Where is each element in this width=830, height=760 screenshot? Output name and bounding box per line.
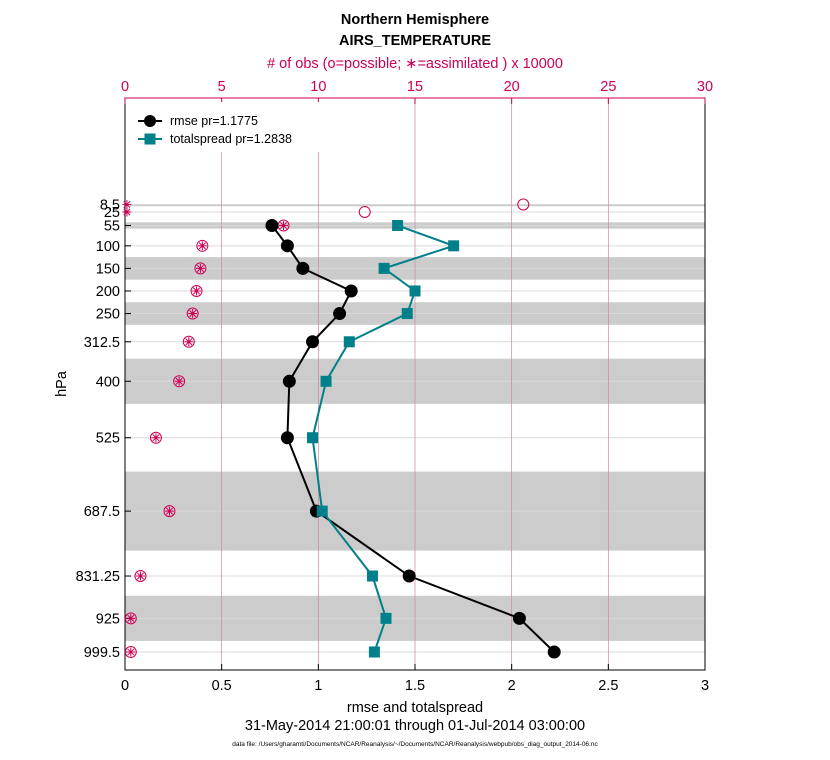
legend-spread-label: totalspread pr=1.2838 [170, 132, 292, 146]
totalspread-point-0 [392, 219, 404, 231]
obs-assimilated-marker-5 [192, 286, 202, 296]
obs-possible-marker-7 [182, 335, 195, 348]
legend-spread-marker [144, 133, 156, 145]
totalspread-point-1 [448, 240, 460, 252]
obs-assimilated-marker-7 [184, 337, 194, 347]
legend: rmse pr=1.1775 totalspread pr=1.2838 [128, 102, 328, 152]
rmse-point-2 [296, 261, 310, 275]
obs-possible-marker-5 [190, 284, 203, 297]
obs-assimilated-marker-0 [122, 200, 132, 209]
obs-assimilated-marker-4 [195, 263, 205, 273]
totalspread-point-4 [401, 308, 413, 320]
y-tick-label-0: 8.5 [100, 198, 120, 214]
top-tick-label-5: 25 [600, 79, 616, 95]
totalspread-line [311, 224, 457, 653]
obs-assimilated-marker-6 [188, 309, 198, 319]
obs-possible-marker-0 [517, 198, 530, 211]
totalspread-point-8 [316, 505, 328, 517]
x-tick-label-2: 1 [314, 678, 322, 694]
rmse-point-7 [280, 431, 294, 445]
top-tick-label-1: 5 [218, 79, 226, 95]
x-tick-label-6: 3 [701, 678, 709, 694]
legend-rmse-label: rmse pr=1.1775 [170, 114, 258, 128]
obs-count-markers [122, 198, 530, 658]
rmse-point-1 [280, 239, 294, 253]
rmse-point-6 [282, 374, 296, 388]
totalspread-point-5 [343, 336, 355, 348]
top-tick-label-6: 30 [697, 79, 713, 95]
rmse-point-10 [512, 611, 526, 625]
y-tick-label-7: 312.5 [84, 335, 120, 351]
y-tick-label-13: 999.5 [84, 645, 120, 661]
obs-assimilated-marker-8 [174, 376, 184, 386]
y-axis-label: hPa [54, 370, 70, 397]
y-tick-label-6: 250 [96, 307, 120, 323]
rmse-point-3 [344, 284, 358, 298]
obs-assimilated-marker-13 [126, 647, 136, 657]
legend-rmse-marker [144, 115, 156, 127]
y-tick-label-8: 400 [96, 374, 120, 390]
x-tick-label-4: 2 [508, 678, 516, 694]
top-tick-label-0: 0 [121, 79, 129, 95]
y-tick-label-2: 55 [104, 218, 120, 234]
y-tick-label-1: 25 [104, 205, 120, 221]
obs-assimilated-marker-12 [126, 613, 136, 623]
obs-possible-marker-11 [134, 570, 147, 583]
obs-possible-marker-6 [186, 307, 199, 320]
top-tick-label-3: 15 [407, 79, 423, 95]
totalspread-point-3 [409, 285, 421, 297]
x-tick-label-0: 0 [121, 678, 129, 694]
obs-possible-marker-4 [194, 262, 207, 275]
obs-assimilated-marker-2 [279, 220, 289, 230]
top-tick-label-4: 20 [504, 79, 520, 95]
legend-box [128, 102, 328, 152]
rmse-point-0 [265, 218, 279, 232]
totalspread-point-7 [307, 432, 319, 444]
y-tick-label-5: 200 [96, 284, 120, 300]
top-axis-label: # of obs (o=possible; ∗=assimilated ) x … [267, 56, 563, 72]
obs-possible-marker-1 [358, 205, 371, 218]
obs-possible-marker-12 [124, 612, 137, 625]
obs-possible-marker-3 [196, 239, 209, 252]
x-tick-label-3: 1.5 [405, 678, 425, 694]
chart-title: Northern Hemisphere [341, 12, 489, 28]
y-tick-label-9: 525 [96, 431, 120, 447]
obs-assimilated-marker-9 [151, 433, 161, 443]
top-axis-ticks: 0 5 10 15 20 25 30 [121, 79, 713, 104]
obs-assimilated-marker-1 [122, 207, 132, 217]
y-tick-label-4: 150 [96, 261, 120, 277]
series-lines [265, 218, 561, 659]
x-axis-label: rmse and totalspread [347, 700, 483, 716]
obs-possible-marker-8 [173, 375, 186, 388]
rmse-point-9 [402, 569, 416, 583]
totalspread-point-6 [320, 375, 332, 387]
obs-possible-marker-10 [163, 505, 176, 518]
obs-possible-marker-13 [124, 646, 137, 658]
totalspread-point-11 [368, 646, 380, 658]
y-tick-label-11: 831.25 [76, 569, 120, 585]
y-tick-label-3: 100 [96, 239, 120, 255]
footnote: data file: /Users/gharamti/Documents/NCA… [232, 741, 598, 748]
x-tick-label-5: 2.5 [598, 678, 618, 694]
obs-possible-marker-9 [149, 431, 162, 444]
rmse-point-4 [333, 307, 347, 321]
rmse-point-11 [547, 645, 561, 659]
rmse-point-5 [306, 335, 320, 349]
obs-assimilated-marker-3 [197, 241, 207, 251]
x-axis-ticks: 0 0.5 1 1.5 2 2.5 3 [121, 664, 709, 694]
time-range-label: 31-May-2014 21:00:01 through 01-Jul-2014… [245, 718, 585, 734]
y-tick-label-12: 925 [96, 611, 120, 627]
totalspread-point-2 [378, 262, 390, 274]
totalspread-point-10 [380, 612, 392, 624]
obs-assimilated-marker-10 [164, 506, 174, 516]
obs-assimilated-marker-11 [135, 571, 145, 581]
top-tick-label-2: 10 [310, 79, 326, 95]
x-tick-label-1: 0.5 [212, 678, 232, 694]
chart-subtitle: AIRS_TEMPERATURE [339, 33, 491, 49]
totalspread-point-9 [366, 570, 378, 582]
y-tick-label-10: 687.5 [84, 504, 120, 520]
